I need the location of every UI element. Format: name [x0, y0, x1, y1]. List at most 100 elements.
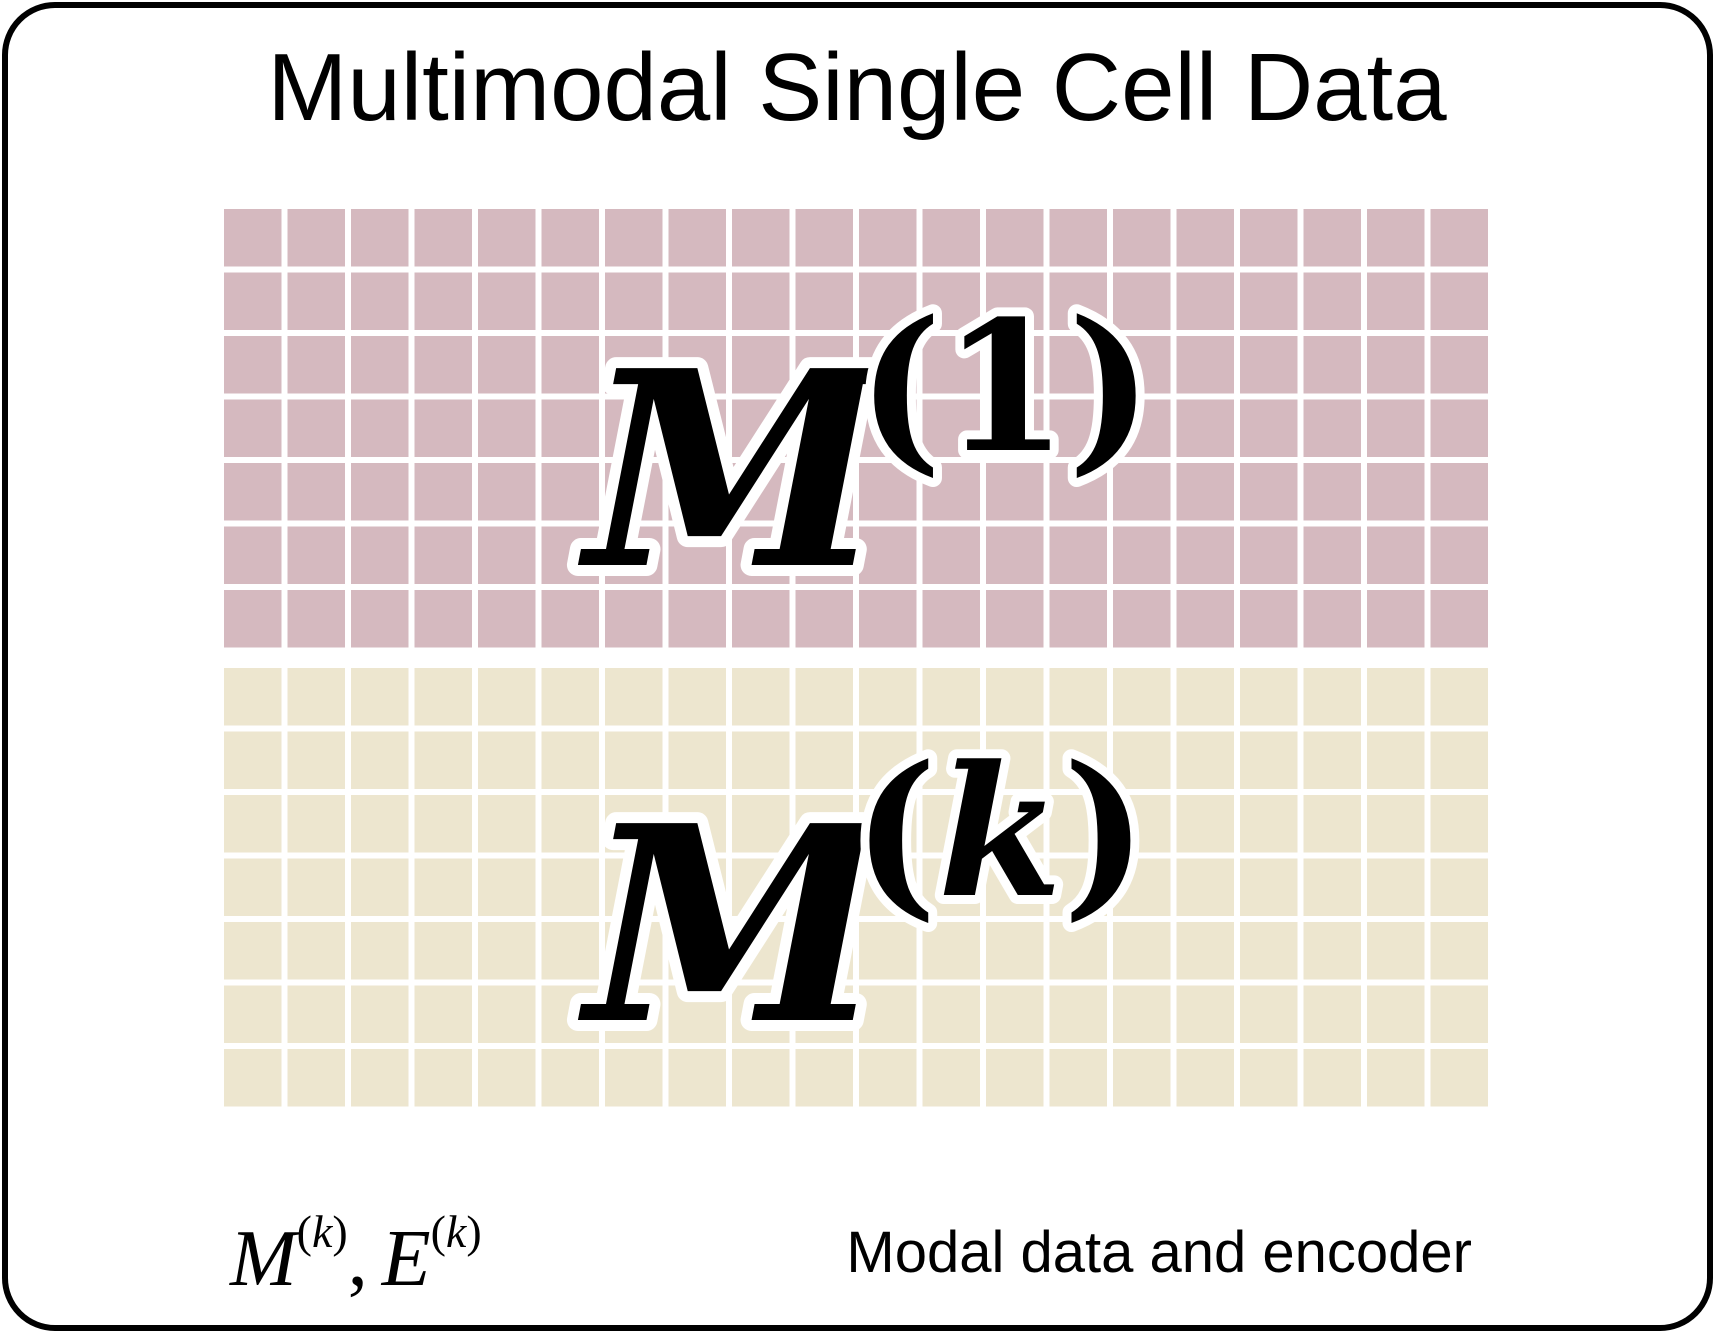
modality-k-cell [541, 1049, 599, 1107]
modality-k-cell [1049, 922, 1107, 980]
modality-k-cell [478, 795, 536, 853]
modality-1-cell [1049, 272, 1107, 330]
modality-1-cell [922, 209, 980, 267]
modality-1-cell [986, 463, 1044, 521]
modality-k-cell [668, 1049, 726, 1107]
modality-k-cell [1367, 731, 1425, 789]
legend-notation: M(k), E(k) [229, 1206, 482, 1303]
modality-1-cell [605, 399, 663, 457]
modality-1-cell [668, 399, 726, 457]
modality-k-cell [605, 1049, 663, 1107]
modality-1-cell [605, 272, 663, 330]
modality-1-cell [351, 399, 409, 457]
modality-k-cell [1113, 1049, 1171, 1107]
diagram-title: Multimodal Single Cell Data [267, 34, 1447, 141]
modality-k-cell [414, 985, 472, 1043]
modality-k-cell [414, 795, 472, 853]
modality-k-cell [541, 795, 599, 853]
modality-k-cell [795, 1049, 853, 1107]
modality-k-cell [605, 668, 663, 726]
modality-k-cell [795, 731, 853, 789]
modality-k-cell [605, 795, 663, 853]
modality-k-cell [732, 1049, 790, 1107]
modality-1-cell [414, 590, 472, 648]
modality-k-cell [1240, 858, 1298, 916]
modality-1-cell [1240, 336, 1298, 394]
modality-k-cell [351, 795, 409, 853]
legend-description: Modal data and encoder [846, 1220, 1472, 1285]
modality-k-cell [859, 668, 917, 726]
modality-1-open-paren: ( [857, 282, 942, 493]
modality-1-cell [478, 336, 536, 394]
modality-1-cell [414, 526, 472, 584]
modality-k-cell [1049, 795, 1107, 853]
modality-1-cell [351, 526, 409, 584]
modality-k-cell [859, 795, 917, 853]
modality-k-cell [795, 922, 853, 980]
modality-1-cell [922, 399, 980, 457]
modality-k-cell [478, 985, 536, 1043]
modality-1-cell [732, 526, 790, 584]
modality-1-cell [922, 590, 980, 648]
modality-k-symbol: M [577, 766, 893, 1084]
modality-k-cell [859, 922, 917, 980]
modality-k-cell [1430, 922, 1488, 980]
modality-k-cell [1367, 922, 1425, 980]
modality-1-cell [287, 590, 345, 648]
modality-1-cell [224, 272, 282, 330]
modality-k-cell [1113, 858, 1171, 916]
modality-k-cell [668, 858, 726, 916]
modality-k-cell [1176, 922, 1234, 980]
modality-1-cell [668, 526, 726, 584]
modality-1-cell [224, 336, 282, 394]
modality-k-cell [668, 795, 726, 853]
modality-1-cell [859, 209, 917, 267]
modality-1-cell [795, 590, 853, 648]
modality-1-cell [478, 399, 536, 457]
modality-1-cell [1303, 272, 1361, 330]
modality-k-cell [1430, 795, 1488, 853]
modality-k-cell [1176, 985, 1234, 1043]
modality-1-cell [1430, 590, 1488, 648]
modality-1-cell [1430, 526, 1488, 584]
modality-k-cell [732, 795, 790, 853]
modality-k-cell [1113, 985, 1171, 1043]
modality-k-cell [1113, 668, 1171, 726]
modality-k-cell [1303, 985, 1361, 1043]
modality-1-cell [351, 209, 409, 267]
modality-1-cell [287, 272, 345, 330]
modality-k-cell [1430, 858, 1488, 916]
modality-k-cell [732, 668, 790, 726]
modality-1-cell [478, 209, 536, 267]
modality-k-label: M (k) [566, 718, 1156, 1095]
modality-1-cell [1049, 590, 1107, 648]
modality-1-cell [795, 209, 853, 267]
modality-1-cell [1176, 272, 1234, 330]
modality-k-cell [287, 858, 345, 916]
legend: M(k), E(k) Modal data and encoder [229, 1206, 1472, 1303]
modality-k-cell [478, 1049, 536, 1107]
modality-1-cell [1240, 399, 1298, 457]
modality-1-cell [1049, 526, 1107, 584]
modality-k-cell [1176, 731, 1234, 789]
legend-e-superscript: (k) [431, 1206, 482, 1257]
modality-1-cell [1367, 272, 1425, 330]
modality-1-cell [795, 272, 853, 330]
modality-k-cell [922, 795, 980, 853]
modality-k-cell [732, 922, 790, 980]
modality-k-cell [224, 985, 282, 1043]
modality-k-cell [922, 668, 980, 726]
modality-k-cell [986, 795, 1044, 853]
modality-k-cell [541, 858, 599, 916]
modality-k-cell [986, 922, 1044, 980]
modality-k-cell [1240, 922, 1298, 980]
modality-k-cell [414, 1049, 472, 1107]
modality-k-cell [795, 858, 853, 916]
modality-k-cell [1367, 858, 1425, 916]
modality-1-cell [605, 590, 663, 648]
modality-k-cell [668, 985, 726, 1043]
modality-1-cell [414, 336, 472, 394]
modality-1-cell [414, 209, 472, 267]
modality-k-cell [922, 922, 980, 980]
